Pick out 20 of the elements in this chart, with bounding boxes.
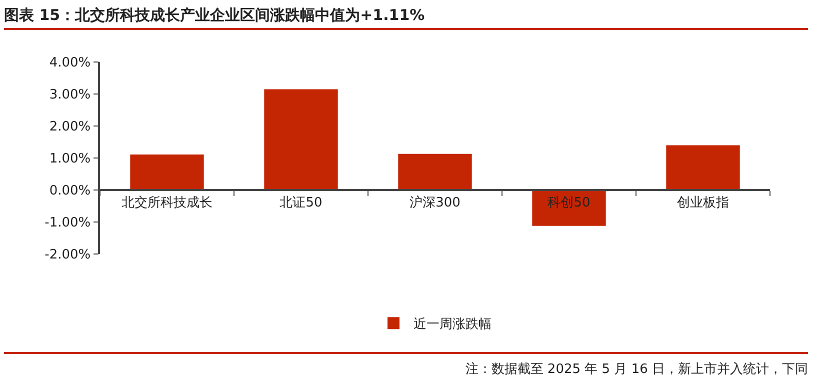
y-tick-label: 3.00% bbox=[49, 88, 91, 103]
x-tick-label: 北证50 bbox=[280, 195, 322, 210]
y-tick-label: 4.00% bbox=[49, 56, 91, 71]
bar bbox=[666, 145, 740, 190]
y-tick-label: 2.00% bbox=[49, 120, 91, 135]
y-tick-label: -1.00% bbox=[44, 216, 91, 231]
x-tick-label: 创业板指 bbox=[677, 195, 729, 210]
y-tick-label: -2.00% bbox=[44, 248, 91, 263]
text: 注：数据截至 2025 年 5 月 16 日，新上市并入统计，下同 bbox=[4, 352, 808, 378]
chart-title: 图表 15：北交所科技成长产业企业区间涨跌幅中值为+1.11% bbox=[4, 4, 808, 30]
x-tick-label: 科创50 bbox=[548, 195, 590, 210]
y-tick-label: 1.00% bbox=[49, 152, 91, 167]
x-tick-label: 北交所科技成长 bbox=[122, 194, 212, 210]
y-tick-label: 0.00% bbox=[49, 184, 91, 199]
bar bbox=[532, 190, 606, 226]
legend-label: 近一周涨跌幅 bbox=[414, 317, 492, 332]
x-tick-label: 沪深300 bbox=[410, 194, 460, 210]
bar bbox=[264, 89, 338, 190]
bar bbox=[130, 154, 204, 190]
bar bbox=[398, 154, 472, 190]
